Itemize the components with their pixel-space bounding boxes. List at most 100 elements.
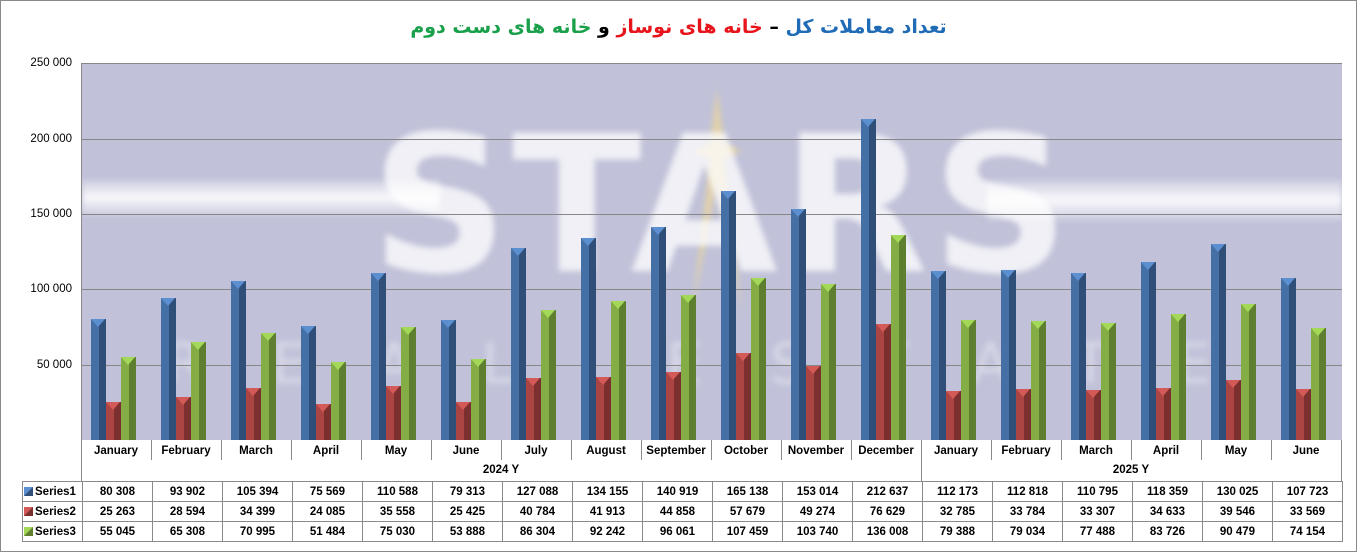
table-cell: 44 858 — [642, 501, 713, 522]
title-dash: – — [762, 16, 786, 38]
bar-series1-12 — [931, 271, 946, 440]
bar-series1-9 — [721, 191, 736, 440]
table-cell: 32 785 — [922, 501, 993, 522]
bar-series2-2 — [246, 388, 261, 440]
table-cell: 51 484 — [292, 521, 363, 542]
gridline-100000 — [82, 289, 1342, 290]
table-cell: 134 155 — [572, 481, 643, 502]
table-cell: 112 818 — [992, 481, 1063, 502]
table-cell: 53 888 — [432, 521, 503, 542]
table-cell: 105 394 — [222, 481, 293, 502]
bar-series1-13 — [1001, 270, 1016, 440]
x-category-label: February — [1001, 445, 1051, 457]
table-cell: 79 034 — [992, 521, 1063, 542]
table-cell: 55 045 — [82, 521, 153, 542]
table-cell: 34 633 — [1132, 501, 1203, 522]
bar-series2-16 — [1226, 380, 1241, 440]
x-category-label: May — [1224, 445, 1248, 457]
bar-series3-6 — [541, 310, 556, 440]
bar-series3-16 — [1241, 304, 1256, 440]
table-cell: 96 061 — [642, 521, 713, 542]
series1-legend-key-icon — [24, 486, 33, 496]
table-cell: 35 558 — [362, 501, 433, 522]
table-cell: 110 588 — [362, 481, 433, 502]
table-cell: 49 274 — [782, 501, 853, 522]
table-cell: 212 637 — [852, 481, 923, 502]
x-year-group-label: 2025 Y — [1112, 464, 1150, 476]
x-category-label: February — [161, 445, 211, 457]
table-cell: 75 030 — [362, 521, 433, 542]
category-divider — [1271, 440, 1272, 460]
category-divider — [501, 440, 502, 460]
bar-series3-13 — [1031, 321, 1046, 440]
table-row-series3: Series3 55 045 65 308 70 995 51 484 75 030 53… — [22, 521, 1343, 542]
table-cell: 33 784 — [992, 501, 1063, 522]
table-cell: 79 313 — [432, 481, 503, 502]
x-category-label: September — [646, 445, 706, 457]
bar-series2-8 — [666, 372, 681, 440]
gridline-250000 — [82, 63, 1342, 64]
bar-series2-9 — [736, 353, 751, 440]
table-cell: 65 308 — [152, 521, 223, 542]
x-axis-categories: January February March April May June July Augu… — [81, 440, 1342, 462]
category-divider — [1061, 440, 1062, 460]
bar-series2-13 — [1016, 389, 1031, 440]
category-divider — [1201, 440, 1202, 460]
table-cell: 70 995 — [222, 521, 293, 542]
table-cell: 107 723 — [1272, 481, 1343, 502]
bar-series1-5 — [441, 320, 456, 440]
x-category-label: January — [93, 445, 139, 457]
x-category-label: January — [933, 445, 979, 457]
bar-series3-9 — [751, 278, 766, 440]
bar-series1-14 — [1071, 273, 1086, 440]
bar-series1-8 — [651, 227, 666, 440]
table-cell: 80 308 — [82, 481, 153, 502]
bar-series3-8 — [681, 295, 696, 440]
x-category-label: August — [586, 445, 626, 457]
x-category-label: November — [787, 445, 845, 457]
table-cell: 130 025 — [1202, 481, 1273, 502]
x-category-label: June — [1292, 445, 1320, 457]
table-cell: 118 359 — [1132, 481, 1203, 502]
category-divider — [711, 440, 712, 460]
table-cell: 28 594 — [152, 501, 223, 522]
bar-series3-1 — [191, 342, 206, 440]
table-cell: 92 242 — [572, 521, 643, 542]
bar-series1-10 — [791, 209, 806, 440]
bar-series3-15 — [1171, 314, 1186, 440]
table-cell: 79 388 — [922, 521, 993, 542]
table-cell: 40 784 — [502, 501, 573, 522]
category-divider — [851, 440, 852, 460]
bar-series3-14 — [1101, 323, 1116, 440]
y-tick-150000: 150 000 — [30, 208, 72, 220]
gridline-150000 — [82, 214, 1342, 215]
x-category-label: April — [1152, 445, 1180, 457]
table-cell: 93 902 — [152, 481, 223, 502]
category-divider — [781, 440, 782, 460]
category-divider — [571, 440, 572, 460]
bar-series1-6 — [511, 248, 526, 440]
table-row-series2: Series2 25 263 28 594 34 399 24 085 35 558 25… — [22, 501, 1343, 522]
bar-series2-15 — [1156, 388, 1171, 440]
gridline-50000 — [82, 365, 1342, 366]
table-cell: 112 173 — [922, 481, 993, 502]
gridline-200000 — [82, 139, 1342, 140]
bar-series2-10 — [806, 366, 821, 440]
series3-legend-key-icon — [24, 526, 33, 536]
series2-legend-key-icon — [24, 506, 33, 516]
year-group-divider — [921, 440, 922, 482]
bar-series2-0 — [106, 402, 121, 440]
bar-series2-11 — [876, 324, 891, 440]
bar-series1-4 — [371, 273, 386, 440]
x-category-label: June — [452, 445, 480, 457]
table-cell: 57 679 — [712, 501, 783, 522]
title-total-transactions: تعداد معاملات کل — [785, 16, 947, 38]
legend-series3: Series3 — [22, 521, 83, 542]
table-cell: 76 629 — [852, 501, 923, 522]
table-cell: 103 740 — [782, 521, 853, 542]
table-cell: 83 726 — [1132, 521, 1203, 542]
x-category-label: July — [524, 445, 548, 457]
x-category-label: October — [723, 445, 769, 457]
bar-series2-1 — [176, 397, 191, 440]
x-category-label: May — [384, 445, 408, 457]
